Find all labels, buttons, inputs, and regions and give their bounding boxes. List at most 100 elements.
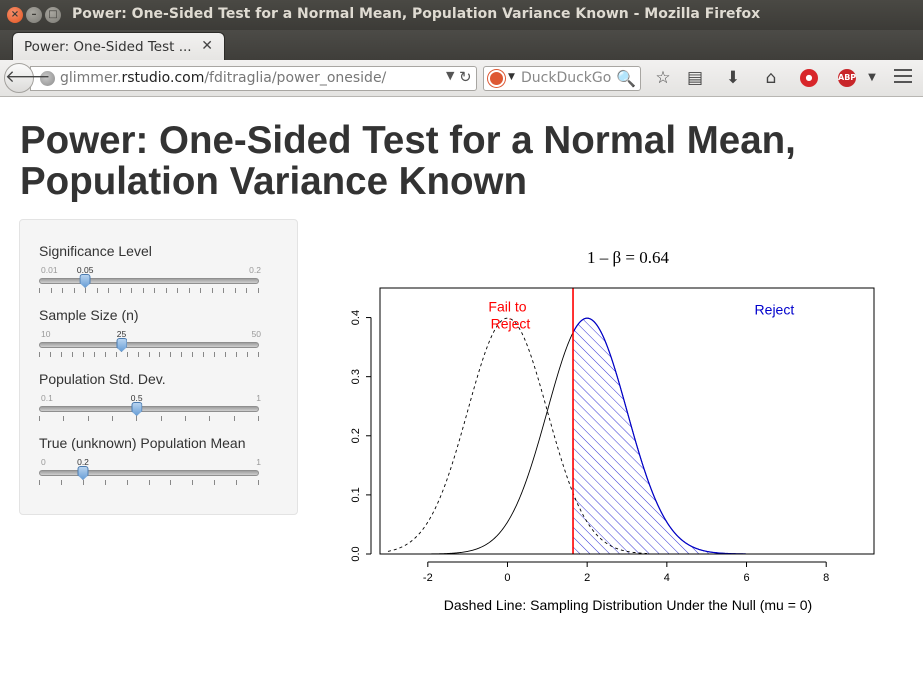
slider-tick xyxy=(73,288,75,293)
y-tick-label: 0.0 xyxy=(350,546,362,561)
plot-frame xyxy=(379,287,875,555)
menu-icon[interactable] xyxy=(894,69,912,85)
reading-list-icon[interactable]: ▤ xyxy=(686,68,704,88)
population-mean-slider[interactable]: True (unknown) Population Mean 0 1 0.2 xyxy=(39,435,261,499)
slider-ticks xyxy=(39,480,259,486)
slider-tick xyxy=(63,416,65,421)
power-plot: -2 0 2 4 6 8 0.0 0.1 0.2 0.3 0.4 Fail to Reject Rejec… xyxy=(340,235,900,625)
slider-tick xyxy=(185,416,186,421)
back-button[interactable]: 🡐 xyxy=(4,63,51,93)
url-bar[interactable]: glimmer.rstudio.com/fditraglia/power_one… xyxy=(30,66,477,91)
slider-tick xyxy=(225,352,227,357)
reject-region-outline xyxy=(572,317,746,555)
slider-track[interactable] xyxy=(39,278,259,284)
slider-tick xyxy=(82,352,84,357)
slider-tick xyxy=(214,480,216,485)
slider-tick xyxy=(154,288,156,293)
page-title: Power: One-Sided Test for a Normal Mean,… xyxy=(20,119,796,203)
tab-label: Power: One-Sided Test ... xyxy=(24,39,192,55)
window-close-button[interactable]: × xyxy=(7,7,23,23)
slider-tick xyxy=(39,480,40,485)
slider-tick xyxy=(119,288,121,293)
slider-tick xyxy=(192,480,194,485)
y-tick-label: 0.3 xyxy=(350,369,362,384)
slider-tick xyxy=(131,288,133,293)
slider-tick xyxy=(148,480,150,485)
x-tick-label: -2 xyxy=(423,572,433,584)
x-tick-label: 2 xyxy=(584,572,590,584)
significance-level-slider[interactable]: Significance Level 0.01 0.2 0.05 xyxy=(39,243,261,307)
window-maximize-button[interactable]: □ xyxy=(45,7,61,23)
download-icon[interactable]: ⬇ xyxy=(725,68,741,88)
search-bar[interactable]: ▼ DuckDuckGo 🔍 xyxy=(483,66,641,91)
slider-ticks xyxy=(39,352,259,358)
star-icon[interactable]: ☆ xyxy=(655,68,671,88)
slider-tick xyxy=(258,416,259,421)
slider-min: 0.1 xyxy=(41,393,53,403)
reload-icon[interactable]: ↻ xyxy=(459,68,472,86)
url-history-dropdown-icon[interactable]: ▼ xyxy=(446,69,455,82)
slider-tick xyxy=(50,288,52,293)
population-std-dev-slider[interactable]: Population Std. Dev. 0.1 1 0.5 xyxy=(39,371,261,435)
slider-tick xyxy=(60,352,62,357)
slider-ticks xyxy=(39,288,259,294)
slider-tick xyxy=(104,480,106,485)
slider-tick xyxy=(39,352,40,357)
slider-tick xyxy=(87,416,89,421)
tab-strip: Power: One-Sided Test ... ✕ ✚ xyxy=(0,30,923,83)
tab-power-oneside[interactable]: Power: One-Sided Test ... ✕ xyxy=(12,32,225,60)
slider-tick xyxy=(137,352,139,357)
adblock-icon[interactable]: ABP xyxy=(838,69,856,87)
slider-track[interactable] xyxy=(39,342,259,348)
url-text[interactable]: glimmer.rstudio.com/fditraglia/power_one… xyxy=(60,70,387,86)
slider-tick xyxy=(136,416,138,421)
slider-handle[interactable] xyxy=(116,338,127,352)
back-icon: 🡐 xyxy=(5,67,51,87)
sample-size-slider[interactable]: Sample Size (n) 10 50 25 xyxy=(39,307,261,371)
x-tick-label: 6 xyxy=(743,572,749,584)
slider-tick xyxy=(247,352,249,357)
close-tab-icon[interactable]: ✕ xyxy=(201,38,213,54)
slider-tick xyxy=(49,352,51,357)
slider-tick xyxy=(108,288,110,293)
slider-track[interactable] xyxy=(39,470,259,476)
slider-max: 50 xyxy=(251,329,261,339)
slider-tick xyxy=(96,288,98,293)
slider-tick xyxy=(214,352,216,357)
slider-value: 0.05 xyxy=(76,265,94,275)
slider-ticks xyxy=(39,416,259,422)
ghostery-icon[interactable]: ● xyxy=(800,69,818,87)
slider-tick xyxy=(236,480,238,485)
slider-label: True (unknown) Population Mean xyxy=(39,435,246,451)
search-engine-dropdown-icon[interactable]: ▼ xyxy=(508,72,515,82)
slider-tick xyxy=(234,288,236,293)
slider-handle[interactable] xyxy=(79,274,91,288)
navigation-toolbar: glimmer.rstudio.com/fditraglia/power_one… xyxy=(0,60,923,97)
slider-tick xyxy=(39,416,40,421)
slider-tick xyxy=(200,288,202,293)
slider-tick xyxy=(85,288,87,293)
search-input[interactable]: DuckDuckGo xyxy=(521,70,612,86)
plot-annotation: Reject xyxy=(755,302,795,318)
adblock-dropdown-icon[interactable]: ▼ xyxy=(868,72,876,83)
home-icon[interactable]: ⌂ xyxy=(765,68,777,88)
slider-value: 0.2 xyxy=(77,457,89,467)
y-tick-label: 0.2 xyxy=(350,428,362,443)
slider-tick xyxy=(165,288,167,293)
sidebar-panel: Significance Level 0.01 0.2 0.05 Sample … xyxy=(19,219,298,515)
slider-tick xyxy=(104,352,106,357)
window-minimize-button[interactable]: – xyxy=(26,7,42,23)
x-axis-label: Dashed Line: Sampling Distribution Under… xyxy=(444,597,812,613)
slider-tick xyxy=(60,480,62,485)
slider-max: 1 xyxy=(256,393,261,403)
slider-label: Population Std. Dev. xyxy=(39,371,166,387)
duckduckgo-icon[interactable] xyxy=(488,70,505,87)
slider-handle[interactable] xyxy=(131,402,143,416)
slider-track[interactable] xyxy=(39,406,259,412)
slider-tick xyxy=(142,288,144,293)
slider-tick xyxy=(82,480,84,485)
search-icon[interactable]: 🔍 xyxy=(616,69,636,88)
slider-tick xyxy=(211,288,213,293)
slider-handle[interactable] xyxy=(77,466,89,480)
slider-max: 0.2 xyxy=(249,265,261,275)
